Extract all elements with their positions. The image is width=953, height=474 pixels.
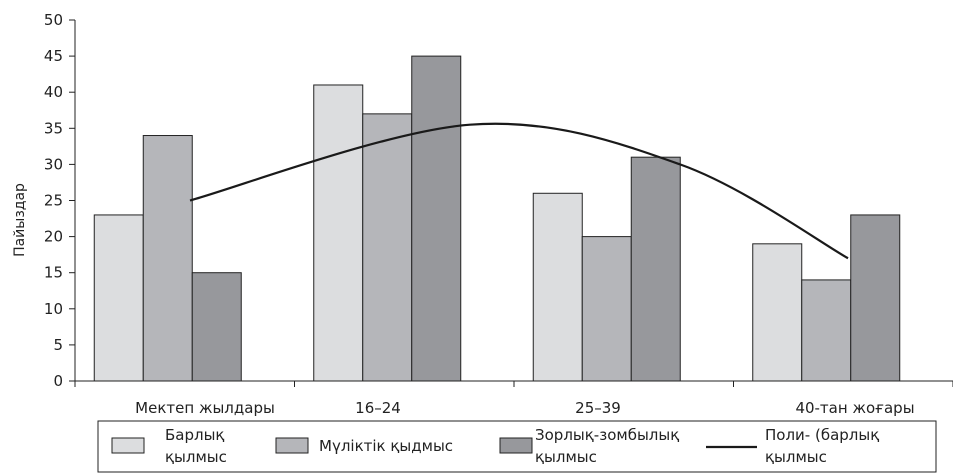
x-category-label: 16–24 <box>355 399 401 417</box>
legend-label: Мүліктік қыдмыс <box>319 437 453 455</box>
y-tick-label: 10 <box>44 300 63 318</box>
y-axis-label: Пайыздар <box>12 183 28 257</box>
legend-label: Зорлық-зомбылық <box>535 426 679 444</box>
bar <box>532 192 583 382</box>
y-tick-label: 15 <box>44 264 63 282</box>
y-tick-label: 40 <box>44 83 63 101</box>
x-category-label: 40-тан жоғары <box>795 399 914 417</box>
y-tick-label: 45 <box>44 47 63 65</box>
trendline-path <box>189 122 849 260</box>
legend-label: қылмыс <box>765 448 827 466</box>
legend: Барлық қылмыс Мүліктік қыдмыс Зорлық-зомбыл… <box>97 420 937 473</box>
bar <box>191 272 242 382</box>
bar <box>752 243 803 382</box>
x-category-label: Мектеп жылдары <box>135 399 275 417</box>
legend-swatch <box>275 437 309 454</box>
y-tick-label: 5 <box>53 336 63 354</box>
trendline <box>189 122 849 260</box>
y-tick-label: 0 <box>53 372 63 390</box>
legend-swatch <box>111 437 145 454</box>
bar <box>362 113 413 382</box>
legend-label: Поли- (барлық <box>765 426 879 444</box>
bar <box>313 84 364 382</box>
bar <box>850 214 901 382</box>
y-tick-label: 35 <box>44 119 63 137</box>
bar <box>581 236 632 382</box>
bar <box>801 279 852 382</box>
legend-label: Барлық <box>165 426 225 444</box>
legend-swatch <box>499 437 533 454</box>
bar <box>93 214 144 382</box>
bars <box>93 55 901 382</box>
legend-label: қылмыс <box>535 448 597 466</box>
bar <box>142 135 193 382</box>
legend-label: қылмыс <box>165 448 227 466</box>
y-tick-label: 30 <box>44 155 63 173</box>
y-tick-label: 20 <box>44 228 63 246</box>
y-tick-label: 25 <box>44 192 63 210</box>
x-category-label: 25–39 <box>575 399 621 417</box>
bar <box>630 156 681 382</box>
y-tick-label: 50 <box>44 11 63 29</box>
x-axis: Мектеп жылдары 16–24 25–39 40-тан жоғары <box>74 380 953 417</box>
y-axis: 0 5 10 15 20 25 30 35 40 45 50 <box>44 11 76 390</box>
bar <box>411 55 462 382</box>
